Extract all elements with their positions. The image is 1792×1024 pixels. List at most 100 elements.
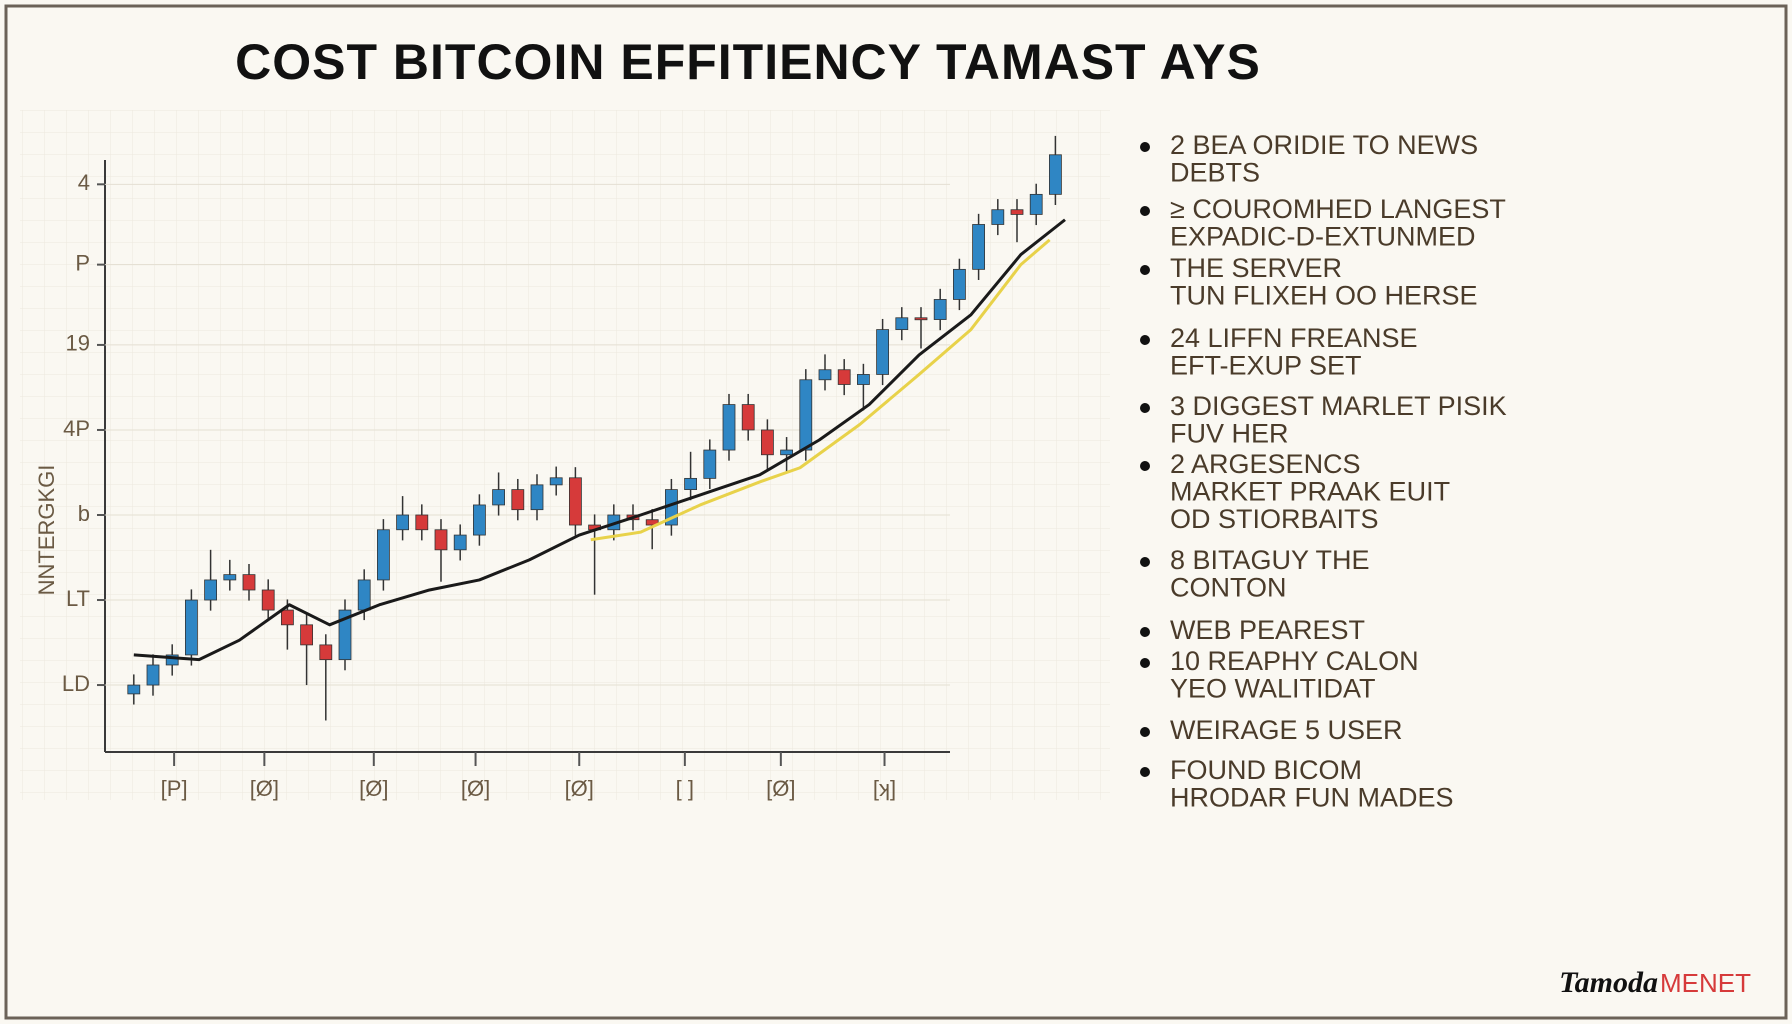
candle-body — [511, 489, 525, 511]
candle-body — [722, 404, 736, 451]
candle-body — [991, 209, 1005, 225]
x-tick-label: [Ø] — [359, 776, 388, 801]
candle-body — [569, 477, 582, 526]
watermark-left: Tamoda — [1559, 966, 1658, 999]
candle-body — [1029, 193, 1043, 215]
bullet — [1140, 265, 1150, 275]
bullet — [1140, 335, 1150, 345]
candle-body — [645, 519, 659, 526]
note-text: MARKET PRAAK EUIT — [1170, 477, 1450, 507]
candle-body — [396, 514, 410, 531]
candle-body — [549, 477, 563, 486]
bullet — [1140, 627, 1150, 637]
candle-body — [204, 579, 218, 601]
note-text: CONTON — [1170, 573, 1287, 603]
bullet — [1140, 461, 1150, 471]
x-tick-label: [Ø] — [461, 776, 490, 801]
bullet — [1140, 727, 1150, 737]
note-text: TUN FLIXEH OO HERSE — [1170, 281, 1478, 311]
frame — [4, 4, 1788, 1020]
x-tick-label: [P] — [161, 776, 188, 801]
candle-body — [453, 534, 467, 551]
candle-body — [741, 404, 755, 431]
candle-body — [127, 684, 141, 695]
y-tick-label: LD — [62, 671, 90, 696]
candle-body — [761, 429, 774, 456]
bullet — [1140, 658, 1150, 668]
note-text: WEIRAGE 5 USER — [1170, 715, 1403, 745]
moving-average-line — [590, 238, 1051, 542]
chart-title: COST BITCOIN EFFITIENCY TAMAST AYS — [235, 34, 1261, 90]
note-text: HRODAR FUN MADES — [1170, 783, 1454, 813]
x-tick-label: [Ø] — [250, 776, 279, 801]
note-text: DEBTS — [1170, 158, 1260, 188]
note-text: 24 LIFFN FREANSE — [1170, 323, 1418, 353]
candle-body — [165, 654, 179, 666]
candle-body — [472, 504, 486, 536]
note-text: EFT-EXUP SET — [1170, 351, 1362, 381]
candle-body — [914, 317, 928, 321]
candle-body — [799, 379, 813, 451]
bullet — [1140, 206, 1150, 216]
candle-body — [261, 589, 275, 611]
candle-body — [357, 579, 371, 611]
y-tick-label: 4P — [63, 416, 90, 441]
candle-body — [492, 489, 506, 506]
candle-body — [857, 374, 870, 385]
candle-body — [415, 514, 429, 531]
y-tick-label: 4 — [78, 170, 90, 195]
plot-grid — [20, 110, 1110, 800]
note-text: 3 DIGGEST MARLET PISIK — [1170, 391, 1507, 421]
note-text: THE SERVER — [1170, 253, 1342, 283]
note-text: WEB PEAREST — [1170, 615, 1365, 645]
bullet — [1140, 557, 1150, 567]
plot: LD LT b 4P 19 P 4 [P] [Ø] [Ø] [Ø] [Ø] [ ] [Ø] [ʞ] — [62, 135, 1066, 801]
x-tick-label: [ ] — [676, 776, 694, 801]
note-text: ≥ COUROMHED LANGEST — [1170, 194, 1506, 224]
candle-body — [242, 574, 256, 591]
candle-body — [146, 664, 160, 686]
candle-body — [895, 317, 909, 330]
y-tick-label: LT — [66, 586, 90, 611]
y-tick-label: b — [78, 501, 90, 526]
y-tick-label: P — [75, 250, 90, 275]
x-tick-label: [Ø] — [565, 776, 594, 801]
candle-body — [338, 609, 352, 661]
candle-body — [376, 529, 390, 581]
bullet — [1140, 142, 1150, 152]
candle-body — [300, 624, 314, 646]
x-tick-label: [ʞ] — [873, 776, 896, 801]
candle-body — [319, 644, 333, 661]
bullet — [1140, 767, 1150, 777]
candle-body — [876, 329, 889, 375]
candle-body — [1010, 209, 1024, 215]
note-text: OD STIORBAITS — [1170, 504, 1379, 534]
candle-body — [703, 449, 717, 479]
note-text: 2 BEA ORIDIE TO NEWS — [1170, 130, 1478, 160]
y-tick-label: 19 — [66, 331, 90, 356]
candle-body — [953, 268, 966, 300]
note-text: EXPADIC-D-EXTUNMED — [1170, 222, 1476, 252]
note-text: FUV HER — [1170, 419, 1289, 449]
watermark-right: MENET — [1660, 968, 1751, 998]
candle-body — [837, 369, 851, 385]
x-tick-label: [Ø] — [766, 776, 795, 801]
note-text: FOUND BICOM — [1170, 755, 1362, 785]
note-text: 10 REAPHY CALON — [1170, 646, 1419, 676]
candle-body — [223, 574, 237, 581]
note-text: 2 ARGESENCS — [1170, 449, 1361, 479]
candle-body — [434, 529, 448, 551]
candle-body — [280, 609, 294, 626]
candle-body — [684, 477, 697, 490]
candle-body — [933, 299, 947, 320]
note-text: YEO WALITIDAT — [1170, 674, 1376, 704]
moving-average-line — [133, 218, 1066, 662]
y-axis-label: NNTERGKGI — [34, 465, 59, 596]
candle-body — [780, 449, 793, 456]
candle-body — [1049, 154, 1062, 195]
candle-body — [818, 369, 832, 381]
bullet — [1140, 403, 1150, 413]
candle-body — [184, 599, 198, 656]
candle-body — [972, 224, 985, 270]
